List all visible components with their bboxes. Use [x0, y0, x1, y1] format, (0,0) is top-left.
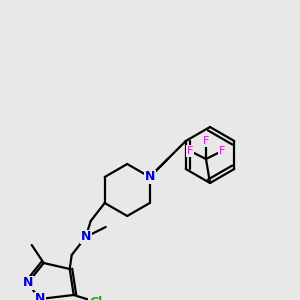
Text: N: N [145, 170, 155, 184]
Text: N: N [34, 292, 45, 300]
Text: F: F [203, 136, 209, 146]
Text: N: N [145, 170, 155, 184]
Text: F: F [187, 146, 193, 156]
Text: N: N [80, 230, 91, 244]
Text: Cl: Cl [89, 296, 102, 300]
Text: N: N [22, 277, 33, 290]
Text: F: F [219, 146, 225, 156]
